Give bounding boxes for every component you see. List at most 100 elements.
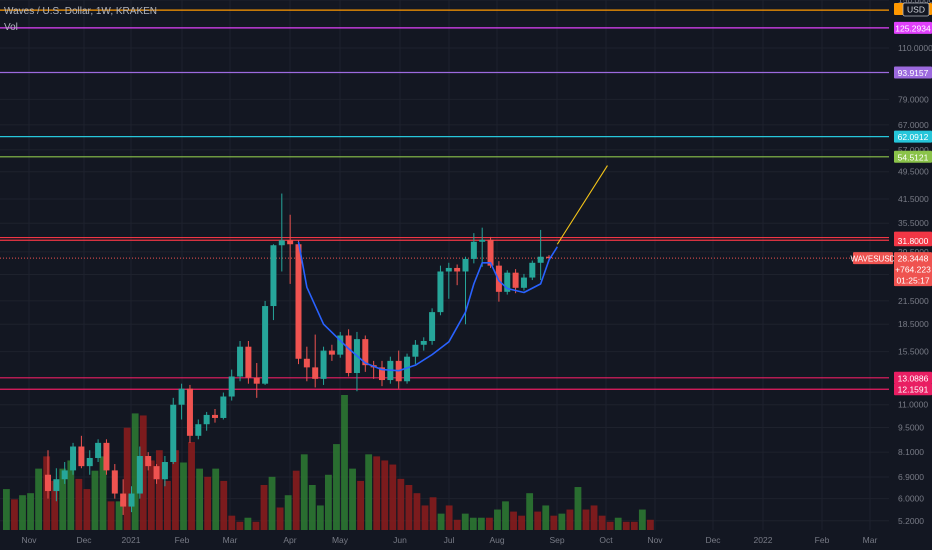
y-tick-label: 6.9000 bbox=[898, 472, 924, 482]
candle-body bbox=[529, 262, 536, 278]
level-badge-bg bbox=[894, 234, 932, 247]
volume-bar bbox=[75, 478, 83, 530]
volume-bar bbox=[91, 470, 99, 530]
volume-bar bbox=[155, 450, 163, 530]
y-tick-label: 5.2000 bbox=[898, 516, 924, 526]
y-tick-label: 110.0000 bbox=[898, 43, 932, 53]
level-badge-bg bbox=[894, 66, 932, 79]
y-tick-label: 41.5000 bbox=[898, 194, 929, 204]
volume-bar bbox=[236, 521, 244, 530]
volume-bar bbox=[325, 474, 332, 530]
volume-bar bbox=[164, 480, 171, 530]
candle-body bbox=[270, 245, 277, 307]
candle-body bbox=[379, 367, 385, 381]
x-tick-label: 2022 bbox=[754, 535, 773, 545]
symbol-tag-bg bbox=[853, 252, 893, 265]
candle-body bbox=[437, 271, 444, 313]
candle-body bbox=[487, 239, 494, 266]
last-price-badge-bg bbox=[894, 252, 932, 287]
candle-body bbox=[479, 239, 486, 242]
candle-body bbox=[153, 466, 160, 480]
x-tick-label: Feb bbox=[175, 535, 190, 545]
volume-bar bbox=[284, 495, 292, 530]
volume-bar bbox=[67, 460, 75, 530]
volume-bar bbox=[35, 468, 42, 530]
volume-bar bbox=[83, 489, 91, 530]
currency-badge: USD bbox=[902, 2, 930, 17]
candle-body bbox=[45, 474, 51, 492]
symbol-tag-label: WAVESUSD bbox=[851, 255, 896, 264]
volume-bar bbox=[139, 415, 147, 530]
level-badge-bg bbox=[894, 21, 932, 34]
volume-bar bbox=[429, 497, 437, 530]
volume-bar bbox=[204, 476, 212, 530]
x-tick-label: Dec bbox=[76, 535, 92, 545]
symbol-tag: WAVESUSD bbox=[851, 252, 896, 265]
volume-bar bbox=[123, 427, 131, 530]
volume-bar bbox=[622, 521, 630, 530]
candle-body bbox=[178, 388, 185, 405]
level-price-badge: 12.1591 bbox=[894, 383, 932, 396]
volume-bar bbox=[11, 499, 18, 530]
y-tick-label: 49.5000 bbox=[898, 167, 929, 177]
candle-body bbox=[111, 470, 118, 494]
candle-body bbox=[470, 241, 477, 259]
volume-indicator-label[interactable]: Vol bbox=[4, 22, 18, 33]
volume-bar bbox=[43, 456, 51, 530]
volume-bar bbox=[212, 468, 220, 530]
volume-bar bbox=[252, 521, 260, 530]
candle-body bbox=[262, 306, 269, 384]
candle-body bbox=[312, 367, 319, 379]
volume-bar bbox=[180, 462, 187, 530]
candle-body bbox=[53, 479, 60, 492]
level-badge-bg bbox=[894, 383, 932, 396]
candle-body bbox=[278, 240, 285, 246]
volume-bar bbox=[606, 521, 614, 530]
level-price-badge: 31.8000 bbox=[894, 234, 932, 247]
x-tick-label: Feb bbox=[815, 535, 830, 545]
volume-bar bbox=[469, 517, 477, 530]
y-tick-label: 29.5000 bbox=[898, 247, 929, 257]
candle-body bbox=[203, 414, 210, 425]
volume-bar bbox=[445, 505, 453, 530]
volume-bar bbox=[638, 509, 646, 530]
volume-bar bbox=[630, 521, 638, 530]
level-badge-label: 54.5121 bbox=[898, 152, 929, 162]
y-tick-label: 9.5000 bbox=[898, 422, 924, 432]
level-badge-label: 31.8000 bbox=[898, 236, 929, 246]
candle-body bbox=[512, 272, 519, 288]
x-tick-label: Jul bbox=[444, 535, 455, 545]
volume-bar bbox=[389, 464, 397, 530]
x-tick-label: Jun bbox=[393, 535, 407, 545]
y-tick-label: 35.5000 bbox=[898, 218, 929, 228]
volume-bar bbox=[486, 517, 493, 530]
volume-bar bbox=[558, 513, 566, 530]
level-price-badge: 93.9157 bbox=[894, 66, 932, 79]
volume-bar bbox=[518, 515, 525, 530]
candle-body bbox=[212, 414, 218, 418]
candle-body bbox=[337, 335, 344, 355]
volume-bar bbox=[228, 515, 236, 530]
candle-body bbox=[86, 457, 93, 467]
y-tick-label: 8.1000 bbox=[898, 447, 924, 457]
candle-body bbox=[445, 267, 452, 272]
candle-body bbox=[404, 356, 411, 382]
volume-bar bbox=[260, 485, 268, 530]
volume-bar bbox=[357, 480, 364, 530]
level-badge-label: 93.9157 bbox=[898, 68, 929, 78]
y-tick-label: 150.0000 bbox=[898, 0, 932, 5]
candle-body bbox=[412, 344, 419, 357]
time-axis[interactable] bbox=[0, 530, 889, 550]
y-tick-label: 11.0000 bbox=[898, 400, 928, 410]
y-tick-label: 18.5000 bbox=[898, 319, 929, 329]
candle-body bbox=[362, 339, 369, 366]
volume-bar bbox=[107, 501, 115, 530]
y-tick-label: 67.0000 bbox=[898, 120, 929, 130]
candle-body bbox=[103, 442, 110, 471]
candle-body bbox=[170, 404, 177, 463]
volume-bar bbox=[647, 519, 654, 530]
volume-bar bbox=[590, 505, 598, 530]
volume-bar bbox=[437, 513, 445, 530]
candle-body bbox=[546, 256, 552, 259]
